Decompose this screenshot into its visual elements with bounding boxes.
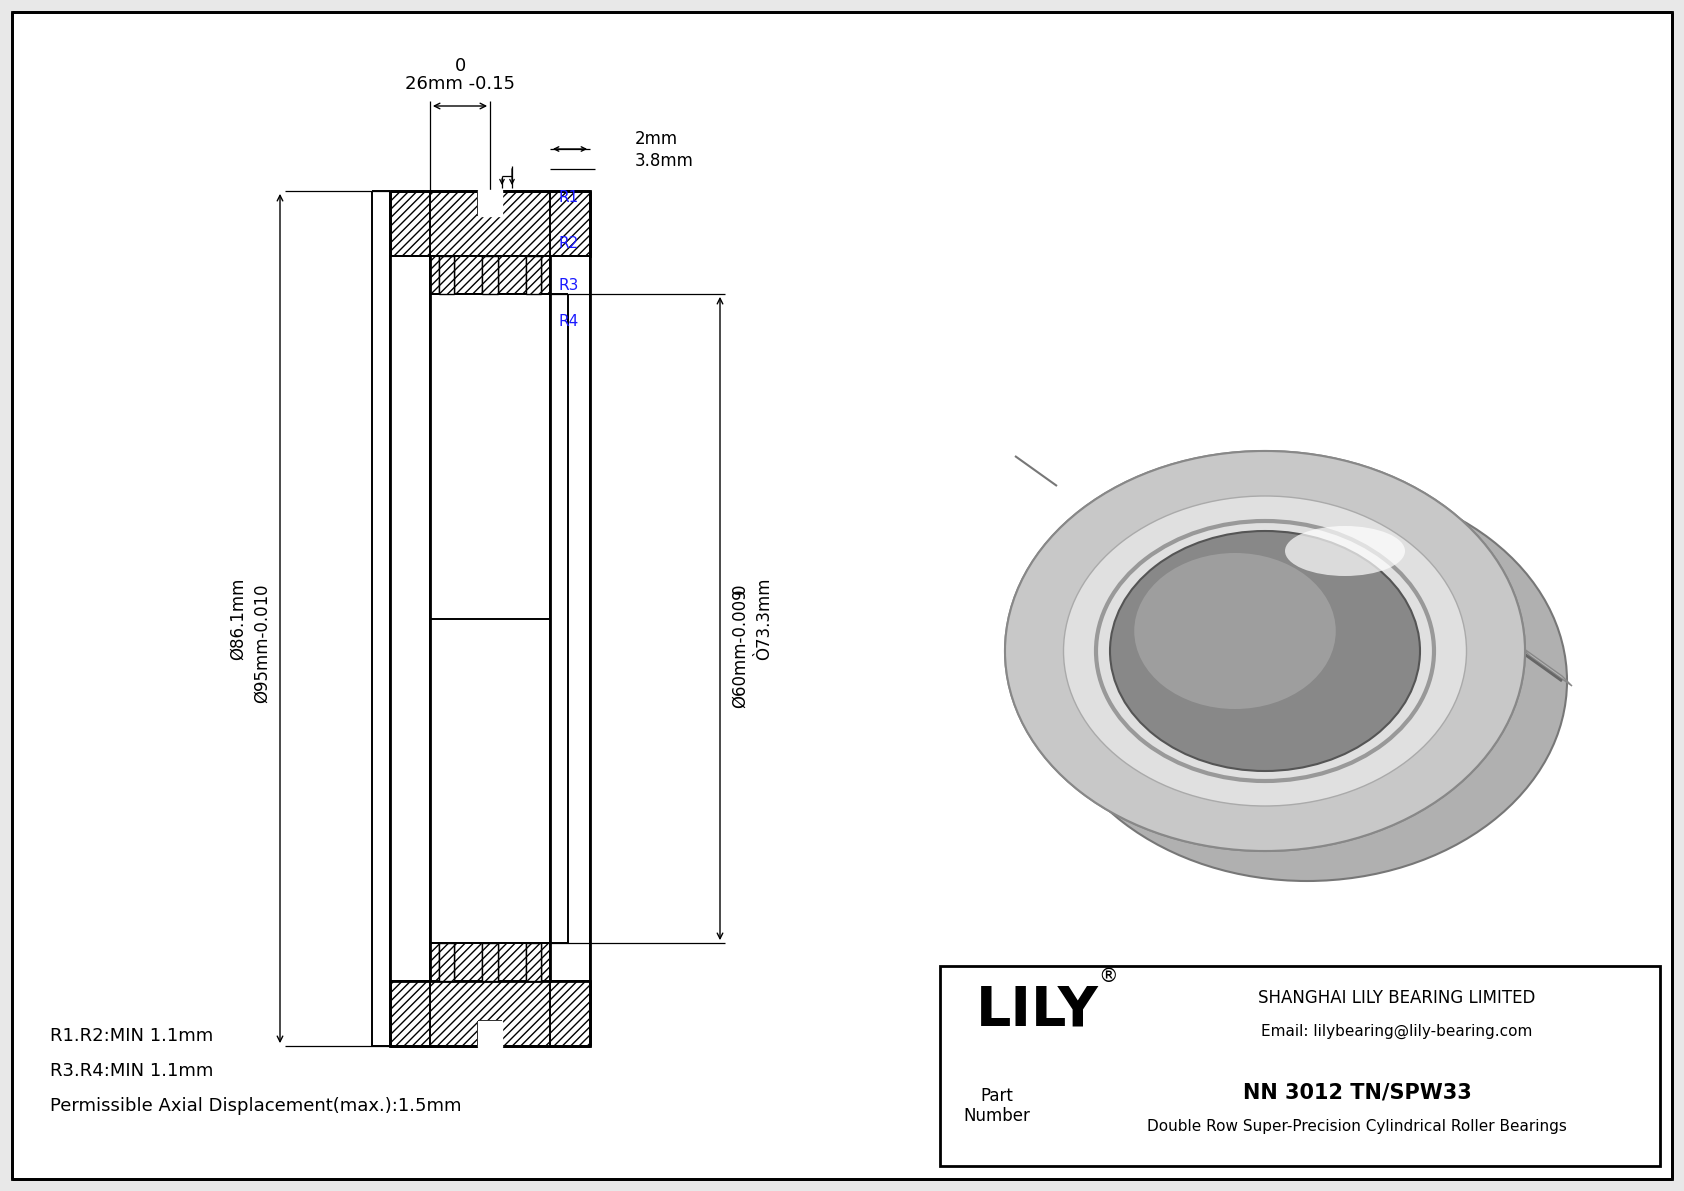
Bar (440, 943, 455, 981)
Ellipse shape (1285, 526, 1404, 576)
Ellipse shape (1110, 531, 1420, 771)
Ellipse shape (1005, 451, 1526, 852)
Bar (525, 256, 541, 294)
Bar (391, 981, 589, 1046)
Ellipse shape (1152, 561, 1462, 802)
Text: 0: 0 (455, 57, 465, 75)
Bar (429, 943, 551, 981)
Text: Part
Number: Part Number (963, 1086, 1031, 1125)
Polygon shape (478, 1021, 502, 1047)
Text: 0: 0 (731, 584, 749, 594)
Text: ®: ® (1098, 967, 1118, 985)
Text: Email: lilybearing@lily-bearing.com: Email: lilybearing@lily-bearing.com (1261, 1023, 1532, 1039)
Bar (429, 256, 551, 294)
Text: R1.R2:MIN 1.1mm: R1.R2:MIN 1.1mm (51, 1027, 214, 1045)
Text: Permissible Axial Displacement(max.):1.5mm: Permissible Axial Displacement(max.):1.5… (51, 1097, 461, 1115)
Text: 26mm -0.15: 26mm -0.15 (404, 75, 515, 93)
Text: Ø86.1mm: Ø86.1mm (229, 578, 248, 660)
Ellipse shape (1005, 451, 1526, 852)
Ellipse shape (1105, 526, 1509, 836)
Text: Ò73.3mm: Ò73.3mm (754, 578, 773, 660)
Text: R3.R4:MIN 1.1mm: R3.R4:MIN 1.1mm (51, 1062, 214, 1080)
Ellipse shape (1064, 495, 1467, 806)
Bar (940, 966, 1660, 1166)
Bar (482, 256, 498, 294)
Text: R1: R1 (557, 191, 578, 206)
Bar (525, 943, 541, 981)
Ellipse shape (1047, 481, 1568, 881)
Bar (551, 256, 589, 981)
Text: R2: R2 (557, 237, 578, 251)
Text: 0: 0 (253, 584, 271, 594)
Text: Ø60mm-0.009: Ø60mm-0.009 (731, 588, 749, 709)
Polygon shape (478, 191, 502, 216)
Text: LILY: LILY (975, 984, 1098, 1039)
Text: R4: R4 (557, 314, 578, 330)
Ellipse shape (1064, 495, 1467, 806)
Bar (391, 256, 429, 981)
Text: R3: R3 (557, 279, 578, 293)
Bar (429, 294, 551, 943)
Text: 2mm: 2mm (635, 130, 679, 148)
Bar (391, 191, 589, 256)
Text: SHANGHAI LILY BEARING LIMITED: SHANGHAI LILY BEARING LIMITED (1258, 989, 1536, 1008)
Text: Ø95mm-0.01: Ø95mm-0.01 (253, 594, 271, 703)
Ellipse shape (1128, 545, 1361, 727)
Ellipse shape (1135, 553, 1335, 709)
Bar (440, 256, 455, 294)
Bar (482, 943, 498, 981)
Text: NN 3012 TN/SPW33: NN 3012 TN/SPW33 (1243, 1083, 1472, 1103)
Polygon shape (1521, 646, 1571, 686)
Ellipse shape (1110, 531, 1420, 771)
Text: 3.8mm: 3.8mm (635, 152, 694, 170)
Text: Double Row Super-Precision Cylindrical Roller Bearings: Double Row Super-Precision Cylindrical R… (1147, 1118, 1566, 1134)
